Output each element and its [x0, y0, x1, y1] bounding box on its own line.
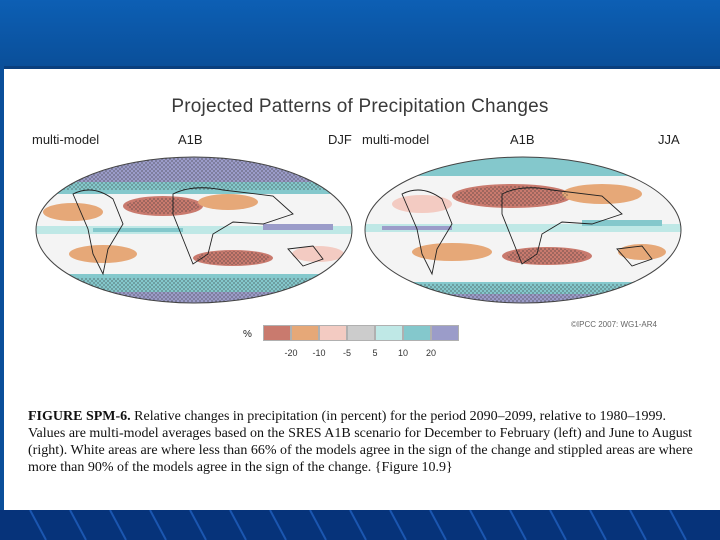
precip-map-jja	[362, 154, 684, 306]
map-graphic	[35, 156, 353, 304]
caption-label: FIGURE SPM-6.	[28, 409, 131, 424]
season-label: DJF	[328, 132, 352, 147]
legend-tick: 10	[397, 348, 409, 358]
figure-caption: FIGURE SPM-6. Relative changes in precip…	[28, 408, 696, 476]
legend-tick: 20	[425, 348, 437, 358]
figure-title: Projected Patterns of Precipitation Chan…	[171, 96, 549, 117]
legend-colorbar	[263, 325, 459, 341]
header-divider	[0, 66, 720, 69]
precip-map-djf	[33, 154, 355, 306]
map-graphic	[364, 156, 682, 304]
season-label: JJA	[658, 132, 680, 147]
legend-swatch	[347, 325, 375, 341]
legend-tick: 5	[372, 348, 378, 358]
slide-header-band	[0, 0, 720, 66]
legend-unit: %	[243, 329, 252, 340]
copyright-credit: ©IPCC 2007: WG1-AR4	[571, 320, 657, 329]
legend-swatch	[319, 325, 347, 341]
left-edge-strip	[0, 66, 4, 510]
footer-stripes	[29, 510, 687, 540]
map-header-djf: multi-model A1B DJF	[32, 132, 354, 152]
legend-swatch	[403, 325, 431, 341]
caption-text: Relative changes in precipitation (in pe…	[28, 409, 693, 475]
model-label: multi-model	[32, 132, 100, 147]
legend-swatch	[375, 325, 403, 341]
legend-swatch	[263, 325, 291, 341]
legend-swatch	[291, 325, 319, 341]
scenario-label: A1B	[510, 132, 535, 147]
slide-footer-band	[0, 510, 720, 540]
legend-tick: -10	[312, 348, 326, 358]
scenario-label: A1B	[178, 132, 203, 147]
model-label: multi-model	[362, 132, 430, 147]
legend-tick: -20	[284, 348, 298, 358]
legend-swatch	[431, 325, 459, 341]
map-header-jja: multi-model A1B JJA	[362, 132, 684, 152]
legend-tick: -5	[342, 348, 352, 358]
